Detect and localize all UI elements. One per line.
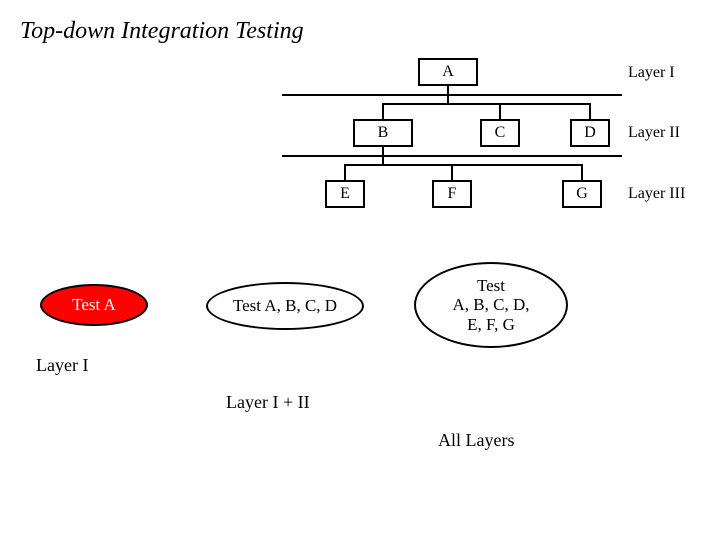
- node-B: B: [353, 119, 413, 147]
- connector-v: [382, 103, 384, 119]
- layer-label: Layer I: [628, 64, 675, 82]
- node-G: G: [562, 180, 602, 208]
- node-C: C: [480, 119, 520, 147]
- connector-v: [344, 164, 346, 180]
- node-F: F: [432, 180, 472, 208]
- node-D: D: [570, 119, 610, 147]
- layer-line: [282, 155, 622, 157]
- connector-v: [499, 103, 501, 119]
- layer-label: Layer II: [628, 124, 680, 142]
- connector-v: [451, 164, 453, 180]
- caption: Layer I + II: [226, 392, 310, 413]
- node-E: E: [325, 180, 365, 208]
- layer-label: Layer III: [628, 185, 685, 203]
- connector-v: [447, 86, 449, 103]
- ellipse-testAll: Test A, B, C, D, E, F, G: [414, 262, 568, 348]
- connector-v: [581, 164, 583, 180]
- connector-v: [382, 147, 384, 164]
- layer-line: [282, 94, 622, 96]
- caption: All Layers: [438, 430, 514, 451]
- connector-v: [589, 103, 591, 119]
- caption: Layer I: [36, 355, 88, 376]
- connector-h: [382, 103, 591, 105]
- node-A: A: [418, 58, 478, 86]
- page-title: Top-down Integration Testing: [20, 18, 304, 45]
- connector-h: [344, 164, 583, 166]
- ellipse-testA: Test A: [40, 284, 148, 326]
- ellipse-testABCD: Test A, B, C, D: [206, 282, 364, 330]
